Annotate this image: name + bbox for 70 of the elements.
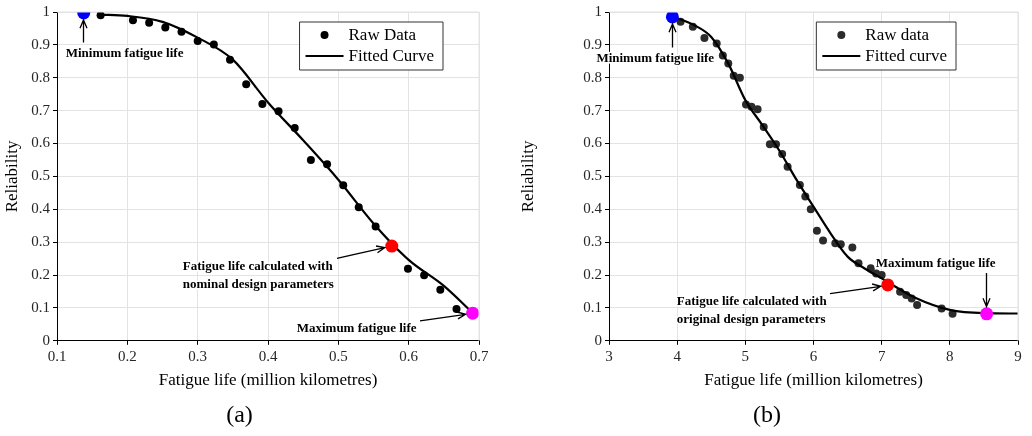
y-tick-label: 0.6 — [583, 134, 603, 151]
point — [466, 306, 479, 320]
y-tick-label: 0.2 — [31, 265, 50, 282]
x-tick-label: 0.7 — [469, 347, 489, 364]
x-tick-label: 8 — [946, 347, 954, 364]
x-tick-label: 9 — [1014, 347, 1022, 364]
annotation: Minimum fatigue life — [65, 44, 184, 60]
y-tick-label: 0.4 — [31, 200, 51, 217]
legend-label: Raw data — [865, 25, 930, 45]
point — [881, 278, 895, 292]
y-tick-label: 0.8 — [31, 68, 50, 85]
point — [848, 243, 857, 252]
y-axis-title: Reliability — [1, 140, 21, 213]
annotation: Fatigue life calculated with nominal design parameters — [182, 258, 334, 292]
x-tick-label: 0.4 — [258, 347, 278, 364]
y-tick-label: 0.2 — [583, 265, 602, 282]
x-axis-title: Fatigue life (million kilometres) — [704, 370, 923, 390]
point — [812, 226, 821, 235]
annotation: Maximum fatigue life — [875, 254, 996, 270]
y-tick-label: 0 — [594, 331, 602, 348]
y-axis-title: Reliability — [517, 140, 537, 213]
point — [819, 236, 828, 245]
x-tick-label: 0.5 — [328, 347, 348, 364]
point — [306, 155, 315, 164]
point — [665, 12, 679, 24]
x-tick-label: 4 — [673, 347, 682, 364]
legend-label: Raw Data — [348, 25, 417, 45]
y-tick-label: 0.7 — [31, 101, 51, 118]
x-tick-label: 5 — [741, 347, 750, 364]
x-tick-label: 7 — [877, 347, 886, 364]
text: (b) — [753, 400, 781, 427]
y-tick-label: 0.9 — [583, 35, 602, 52]
x-tick-label: 0.6 — [399, 347, 419, 364]
legend-label: Fitted Curve — [348, 46, 434, 66]
y-tick-label: 0.5 — [583, 167, 602, 184]
point — [735, 73, 744, 82]
x-axis-title: Fatigue life (million kilometres) — [158, 370, 378, 390]
point — [753, 105, 762, 114]
point — [385, 239, 399, 253]
legend-label: Fitted curve — [865, 46, 947, 66]
annotation: Maximum fatigue life — [296, 320, 417, 336]
point — [913, 300, 922, 309]
y-tick-label: 1 — [42, 2, 50, 19]
x-tick-label: 3 — [605, 347, 613, 364]
point — [403, 264, 412, 273]
y-tick-label: 0.1 — [583, 298, 602, 315]
point — [161, 23, 170, 32]
point — [452, 304, 461, 313]
y-tick-label: 0.9 — [31, 35, 50, 52]
y-tick-label: 0.6 — [31, 134, 51, 151]
point — [700, 33, 709, 42]
y-tick-label: 0 — [42, 331, 50, 348]
point — [980, 307, 994, 321]
point — [242, 80, 251, 89]
y-tick-label: 0.8 — [583, 68, 602, 85]
y-tick-label: 0.3 — [583, 233, 602, 250]
y-tick-label: 1 — [594, 2, 602, 19]
y-tick-label: 0.4 — [583, 200, 603, 217]
y-tick-label: 0.5 — [31, 167, 50, 184]
annotation: Fatigue life calculated with original design parameters — [676, 292, 828, 326]
x-tick-label: 0.2 — [117, 347, 137, 364]
point — [436, 285, 445, 294]
text: (a) — [226, 400, 253, 427]
y-tick-label: 0.3 — [31, 233, 50, 250]
y-tick-label: 0.7 — [583, 101, 603, 118]
x-tick-label: 0.3 — [188, 347, 208, 364]
x-tick-label: 6 — [809, 347, 818, 364]
y-tick-label: 0.1 — [31, 298, 50, 315]
point — [145, 18, 154, 27]
point — [258, 100, 267, 109]
